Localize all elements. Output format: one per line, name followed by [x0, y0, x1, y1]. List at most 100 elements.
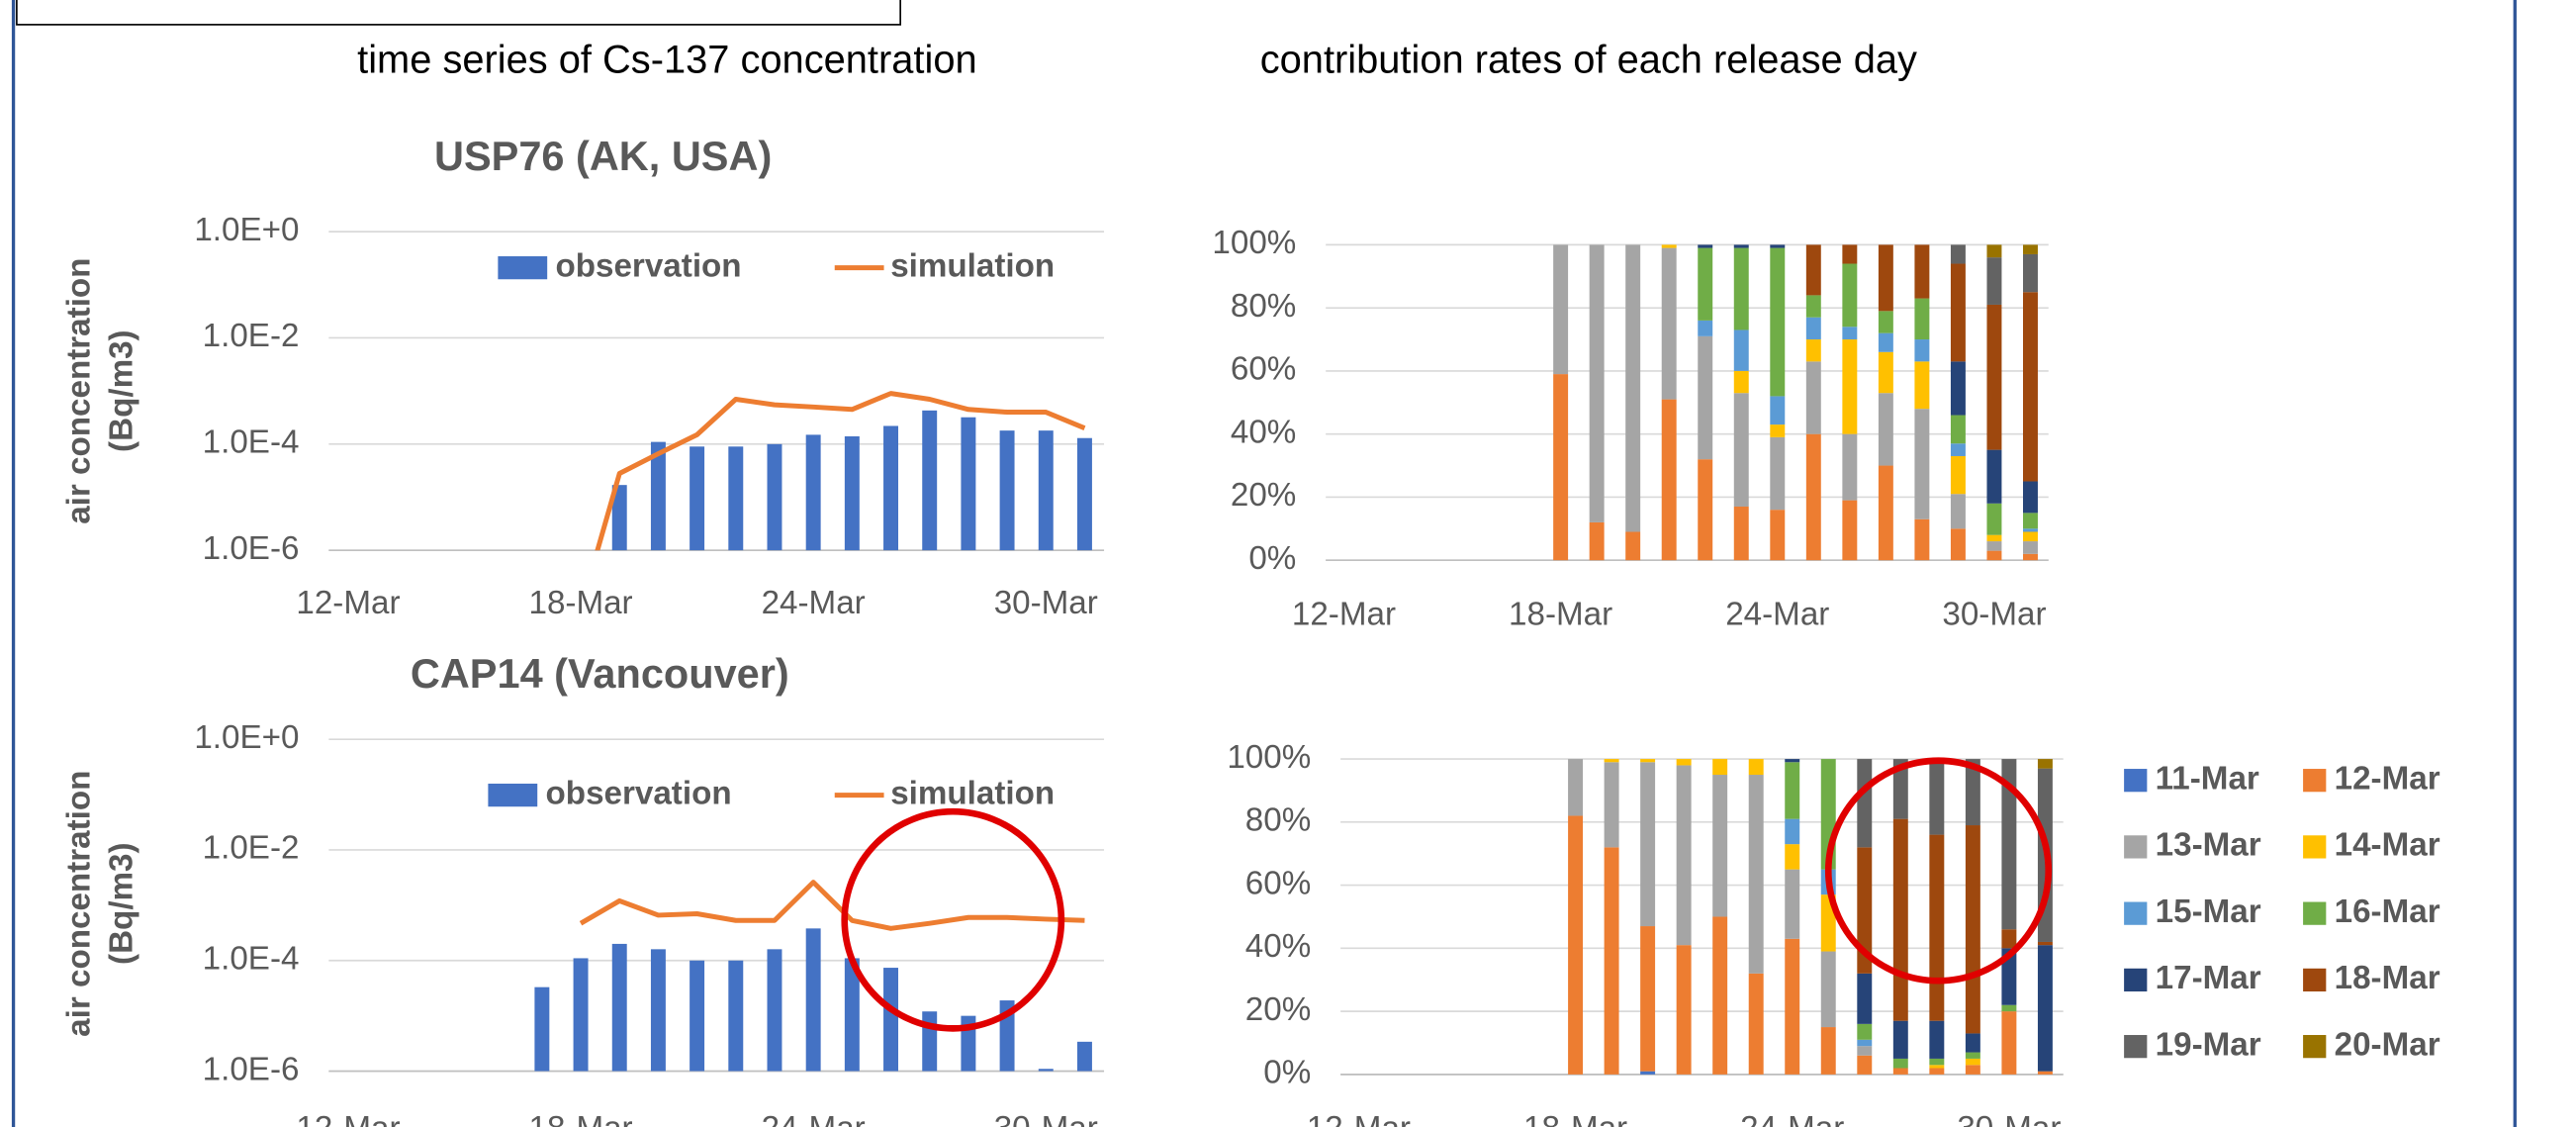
bar-segment [1929, 1020, 1945, 1059]
bar [728, 446, 744, 551]
bar-segment [1785, 869, 1800, 939]
legend-swatch [2303, 769, 2327, 793]
bar-segment [1929, 1065, 1945, 1069]
bar-segment [2023, 481, 2038, 514]
bar-segment [1857, 1023, 1873, 1040]
bar-segment [1914, 409, 1930, 519]
x-tick-label: 24-Mar [1725, 596, 1829, 632]
legend-label: 16-Mar [2335, 893, 2440, 930]
bar-segment [1568, 759, 1584, 816]
y-tick-label: 80% [1245, 802, 1311, 839]
bar-segment [1698, 244, 1713, 248]
y-axis-label: (Bq/m3) [104, 329, 140, 452]
x-tick-label: 12-Mar [1292, 596, 1396, 632]
bar-segment [1950, 494, 1966, 529]
bar-segment [2037, 945, 2053, 1072]
bar-segment [1661, 399, 1677, 561]
y-tick-label: 1.0E-4 [203, 424, 300, 461]
bar-segment [1733, 247, 1749, 330]
y-tick-label: 1.0E+0 [194, 719, 299, 756]
bar-segment [1965, 759, 1980, 826]
bar-segment [1640, 1071, 1656, 1075]
bar-segment [1661, 244, 1677, 248]
bar-segment [1770, 247, 1786, 397]
bar-segment [1986, 257, 2002, 305]
bar-segment [1733, 329, 1749, 371]
bar-segment [1785, 759, 1800, 763]
left-heading: time series of Cs-137 concentration [357, 39, 976, 82]
bar [1076, 437, 1092, 551]
x-tick-label: 30-Mar [994, 1110, 1098, 1127]
legend-label: 20-Mar [2335, 1026, 2440, 1063]
bar [999, 430, 1015, 551]
chart-title: USP76 (AK, USA) [434, 133, 772, 179]
bar-segment [1842, 433, 1858, 501]
bar-segment [1625, 531, 1641, 561]
y-tick-label: 40% [1231, 414, 1296, 450]
legend-label: observation [555, 247, 741, 284]
bar-segment [1986, 534, 2002, 542]
bar-segment [2023, 541, 2038, 554]
x-tick-label: 12-Mar [296, 1110, 400, 1127]
bar-segment [2001, 1011, 2017, 1075]
bar-segment [1950, 528, 1966, 561]
bar-segment [1842, 263, 1858, 328]
bar-segment [1733, 506, 1749, 561]
bar-segment [2023, 528, 2038, 532]
bar-segment [2023, 253, 2038, 293]
bar-segment [1878, 332, 1893, 352]
legend-label: observation [546, 775, 732, 811]
bar [844, 958, 860, 1072]
bar [844, 436, 860, 551]
bar-segment [1770, 424, 1786, 437]
bar-segment [1661, 247, 1677, 400]
bar-segment [1892, 1020, 1908, 1059]
y-tick-label: 1.0E-4 [203, 941, 300, 978]
bar-segment [1785, 844, 1800, 870]
bar-segment [1857, 1039, 1873, 1047]
x-tick-label: 30-Mar [1957, 1110, 2061, 1127]
bar-segment [1604, 759, 1619, 763]
bar-segment [1805, 244, 1821, 296]
bar-segment [1698, 247, 1713, 321]
bar-segment [1914, 339, 1930, 362]
bar-segment [1748, 973, 1764, 1075]
y-tick-label: 1.0E-6 [203, 1051, 300, 1087]
x-tick-label: 12-Mar [1307, 1110, 1411, 1127]
bar-segment [1950, 361, 1966, 416]
bar-segment [1698, 459, 1713, 561]
bar-segment [1712, 775, 1728, 917]
bar [883, 968, 898, 1072]
y-tick-label: 60% [1231, 351, 1296, 388]
bar-segment [1698, 335, 1713, 460]
bar-segment [1842, 339, 1858, 434]
y-tick-label: 20% [1245, 991, 1311, 1028]
note-box [16, 0, 901, 26]
bar-segment [1986, 304, 2002, 450]
plot [1568, 759, 2053, 1075]
bar-segment [1805, 295, 1821, 318]
bar-segment [1878, 311, 1893, 333]
legend-label: 14-Mar [2335, 827, 2440, 864]
bar-segment [1950, 415, 1966, 444]
bar-segment [1914, 518, 1930, 561]
bar-segment [1589, 521, 1605, 561]
bar-segment [1785, 762, 1800, 819]
bar [922, 1011, 938, 1072]
bar-segment [1589, 244, 1605, 522]
bar-segment [1929, 759, 1945, 835]
bar [611, 485, 627, 551]
y-tick-label: 20% [1231, 477, 1296, 514]
chart-title: CAP14 (Vancouver) [411, 650, 789, 697]
bar-segment [1770, 396, 1786, 425]
bar-segment [2001, 1004, 2017, 1012]
bar [1038, 430, 1054, 551]
y-tick-label: 100% [1212, 225, 1296, 261]
bar-segment [1805, 339, 1821, 362]
bar-segment [1676, 945, 1692, 1075]
bar-segment [1929, 834, 1945, 1021]
y-axis-label: (Bq/m3) [104, 842, 140, 965]
line [595, 391, 1086, 551]
legend-swatch [2303, 835, 2327, 859]
bar-segment [1878, 244, 1893, 312]
